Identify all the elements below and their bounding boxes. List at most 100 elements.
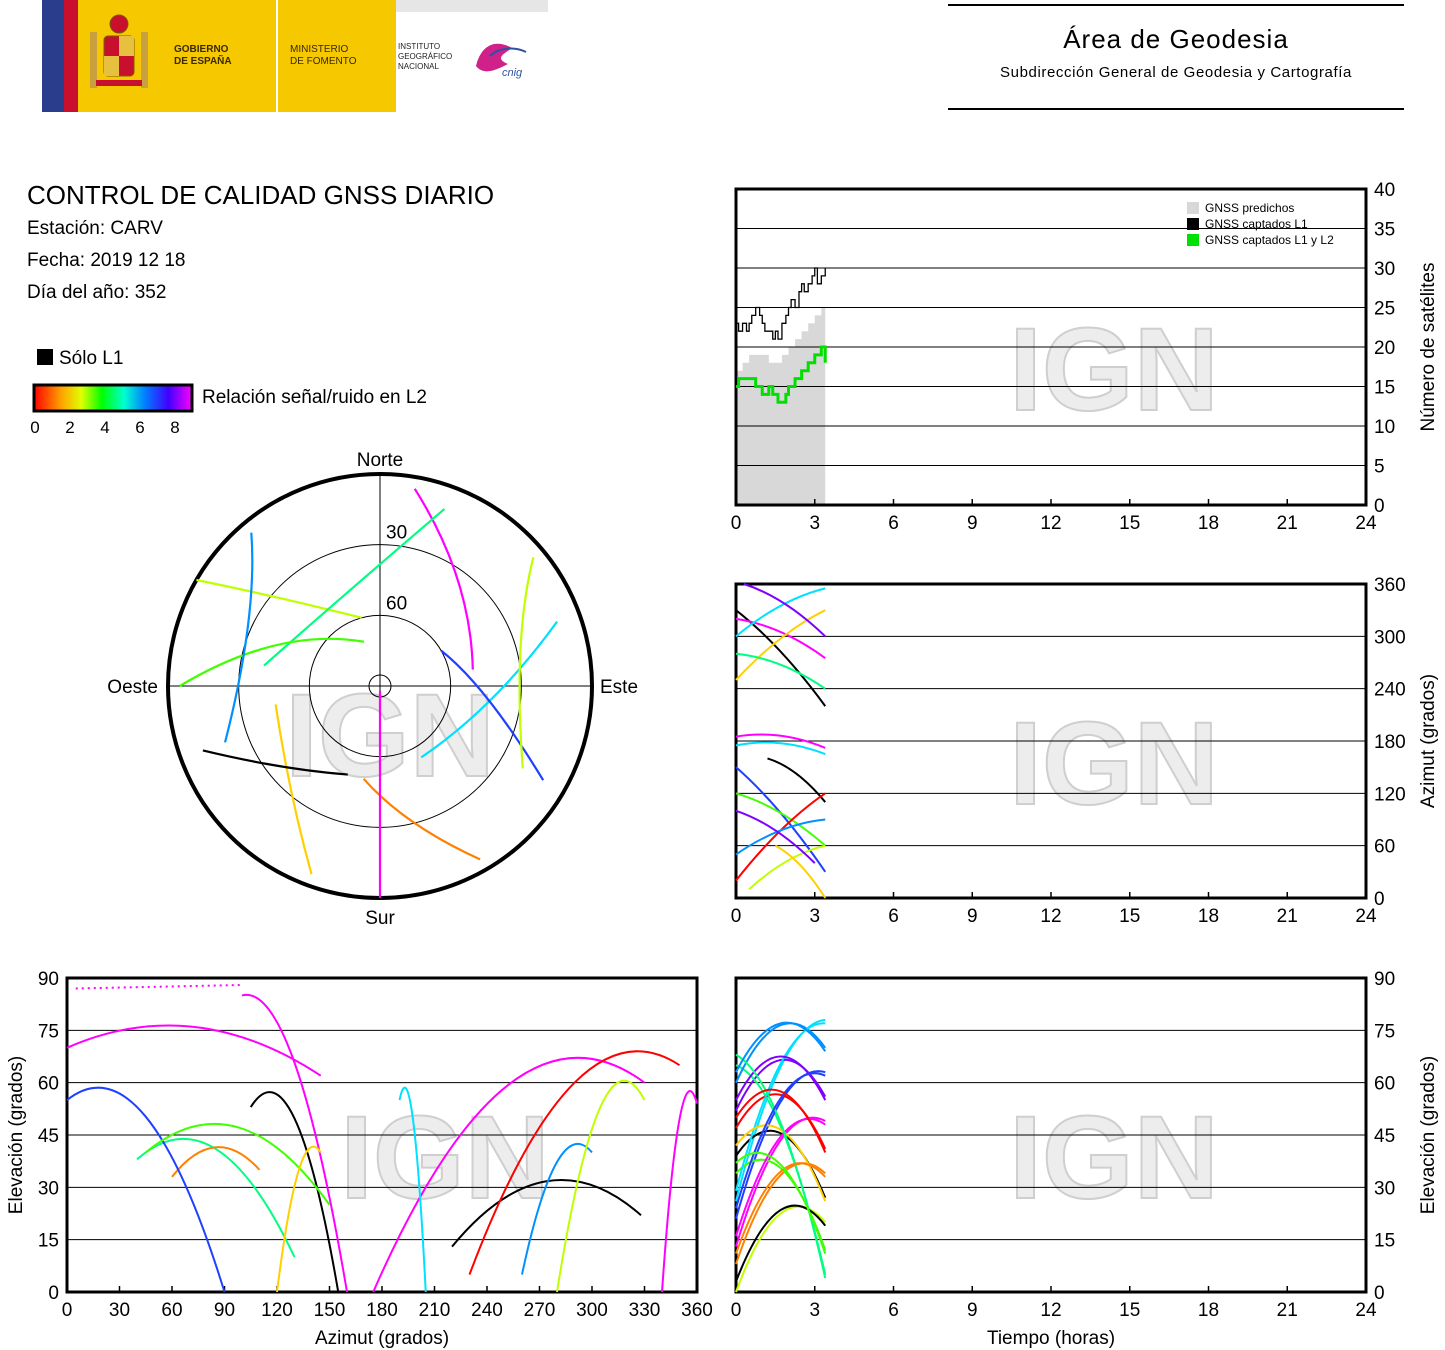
azimuth-track [767, 757, 827, 803]
legend-label: GNSS predichos [1205, 201, 1294, 215]
elevation-azimuth-track [276, 1145, 322, 1293]
x-tick-label: 18 [1198, 513, 1219, 534]
elevation-azimuth-track [66, 1024, 322, 1077]
x-tick-label: 6 [888, 513, 899, 534]
colorbar-gradient [32, 383, 194, 413]
x-tick-label: 0 [62, 1300, 73, 1321]
azimuth-track [735, 809, 816, 864]
gobierno-panel: GOBIERNO DE ESPAÑA [78, 0, 276, 112]
series-l1-line [736, 267, 826, 340]
elevation-azimuth-track [661, 1090, 698, 1293]
x-tick-label: 24 [1355, 1300, 1377, 1321]
x-tick-label: 3 [809, 906, 820, 927]
azimuth-track [735, 617, 826, 659]
y-tick-label: 240 [1374, 680, 1406, 701]
azimuth-track [735, 792, 826, 847]
y-tick-label: 90 [1374, 969, 1395, 990]
x-tick-label: 9 [967, 1300, 978, 1321]
colorbar-tick-label: 2 [65, 418, 74, 437]
x-tick-label: 12 [1040, 906, 1061, 927]
elevation-time-track [735, 1053, 827, 1279]
x-tick-label: 21 [1277, 1300, 1298, 1321]
y-axis-label: Elevación (grados) [6, 1056, 27, 1214]
station-label: Estación: CARV [27, 218, 163, 239]
gobierno-label-2: DE ESPAÑA [174, 56, 232, 67]
azimuth-track [748, 844, 826, 891]
x-tick-label: 12 [1040, 513, 1061, 534]
skyplot-track [413, 488, 474, 670]
date-label: Fecha: 2019 12 18 [27, 250, 186, 271]
y-tick-label: 180 [1374, 732, 1406, 753]
snr-colorbar: 0 2 4 6 8 [30, 383, 194, 437]
x-tick-label: 15 [1119, 906, 1140, 927]
elevation-azimuth-track [241, 993, 348, 1293]
x-tick-label: 0 [731, 1300, 742, 1321]
azimuth-track [735, 587, 826, 638]
y-tick-label: 30 [1374, 259, 1395, 280]
y-axis-label: Elevación (grados) [1418, 1056, 1439, 1214]
elevation-time-track [735, 1118, 826, 1237]
skyplot-track [440, 649, 545, 781]
area-title: Área de Geodesia [1063, 24, 1289, 54]
y-tick-label: 60 [38, 1074, 59, 1095]
elevation-azimuth-track [451, 1179, 642, 1248]
x-tick-label: 24 [1355, 513, 1377, 534]
legend-swatch [1187, 218, 1199, 230]
x-tick-label: 6 [888, 906, 899, 927]
y-tick-label: 10 [1374, 417, 1395, 438]
series-l1l2-line [736, 345, 827, 404]
skyplot-label-east: Este [600, 677, 638, 698]
x-tick-label: 9 [967, 513, 978, 534]
y-tick-label: 40 [1374, 180, 1395, 201]
y-axis-label: Azimut (grados) [1418, 674, 1439, 808]
legend-swatch [1187, 234, 1199, 246]
x-tick-label: 18 [1198, 1300, 1219, 1321]
x-tick-label: 210 [419, 1300, 451, 1321]
azimuth-track [774, 844, 827, 899]
x-tick-label: 24 [1355, 906, 1377, 927]
skyplot-track [263, 508, 446, 667]
y-tick-label: 45 [1374, 1126, 1395, 1147]
x-tick-label: 21 [1277, 513, 1298, 534]
skyplot-track [179, 637, 365, 687]
header-rule-bottom [948, 108, 1404, 110]
skyplot-track [223, 532, 254, 743]
y-tick-label: 360 [1374, 575, 1406, 596]
elevation-azimuth-track [521, 1142, 593, 1275]
elevation-azimuth-track [249, 1091, 340, 1293]
gobierno-label-1: GOBIERNO [174, 44, 229, 55]
y-tick-label: 120 [1374, 784, 1406, 805]
x-tick-label: 3 [809, 1300, 820, 1321]
skyplot-chart: IGN Norte Sur Este Oeste 30 60 [107, 450, 638, 929]
institutional-logo-banner: GOBIERNO DE ESPAÑA MINISTERIO DE FOMENTO… [42, 0, 550, 112]
y-tick-label: 20 [1374, 338, 1395, 359]
elevation-time-track [735, 1162, 826, 1265]
x-axis-label: Azimut (grados) [315, 1328, 449, 1349]
x-tick-label: 270 [524, 1300, 556, 1321]
elevation-time-track [735, 1124, 827, 1202]
ign-watermark: IGN [285, 670, 495, 802]
skyplot-label-west: Oeste [107, 677, 158, 698]
elevation-time-track [735, 1070, 826, 1220]
skyplot-track [420, 620, 558, 759]
y-tick-label: 30 [1374, 1178, 1395, 1199]
instituto-label-3: NACIONAL [398, 62, 439, 71]
azimuth-track [743, 583, 826, 638]
x-tick-label: 9 [967, 906, 978, 927]
area-subtitle: Subdirección General de Geodesia y Carto… [1000, 64, 1352, 81]
x-tick-label: 300 [576, 1300, 608, 1321]
skyplot-track [196, 578, 362, 619]
elevation-azimuth-track [66, 1086, 226, 1293]
series-predicted-area [736, 307, 826, 505]
elevation-azimuth-track [171, 1146, 261, 1178]
solo-l1-label: Sólo L1 [59, 348, 124, 369]
azimuth-track [735, 818, 826, 856]
elevation-time-track [735, 1072, 826, 1209]
elevation-azimuth-track [398, 1086, 427, 1293]
x-tick-label: 15 [1119, 1300, 1140, 1321]
header-rule-top [948, 4, 1404, 6]
x-tick-label: 180 [366, 1300, 398, 1321]
instituto-label-1: INSTITUTO [398, 42, 441, 51]
